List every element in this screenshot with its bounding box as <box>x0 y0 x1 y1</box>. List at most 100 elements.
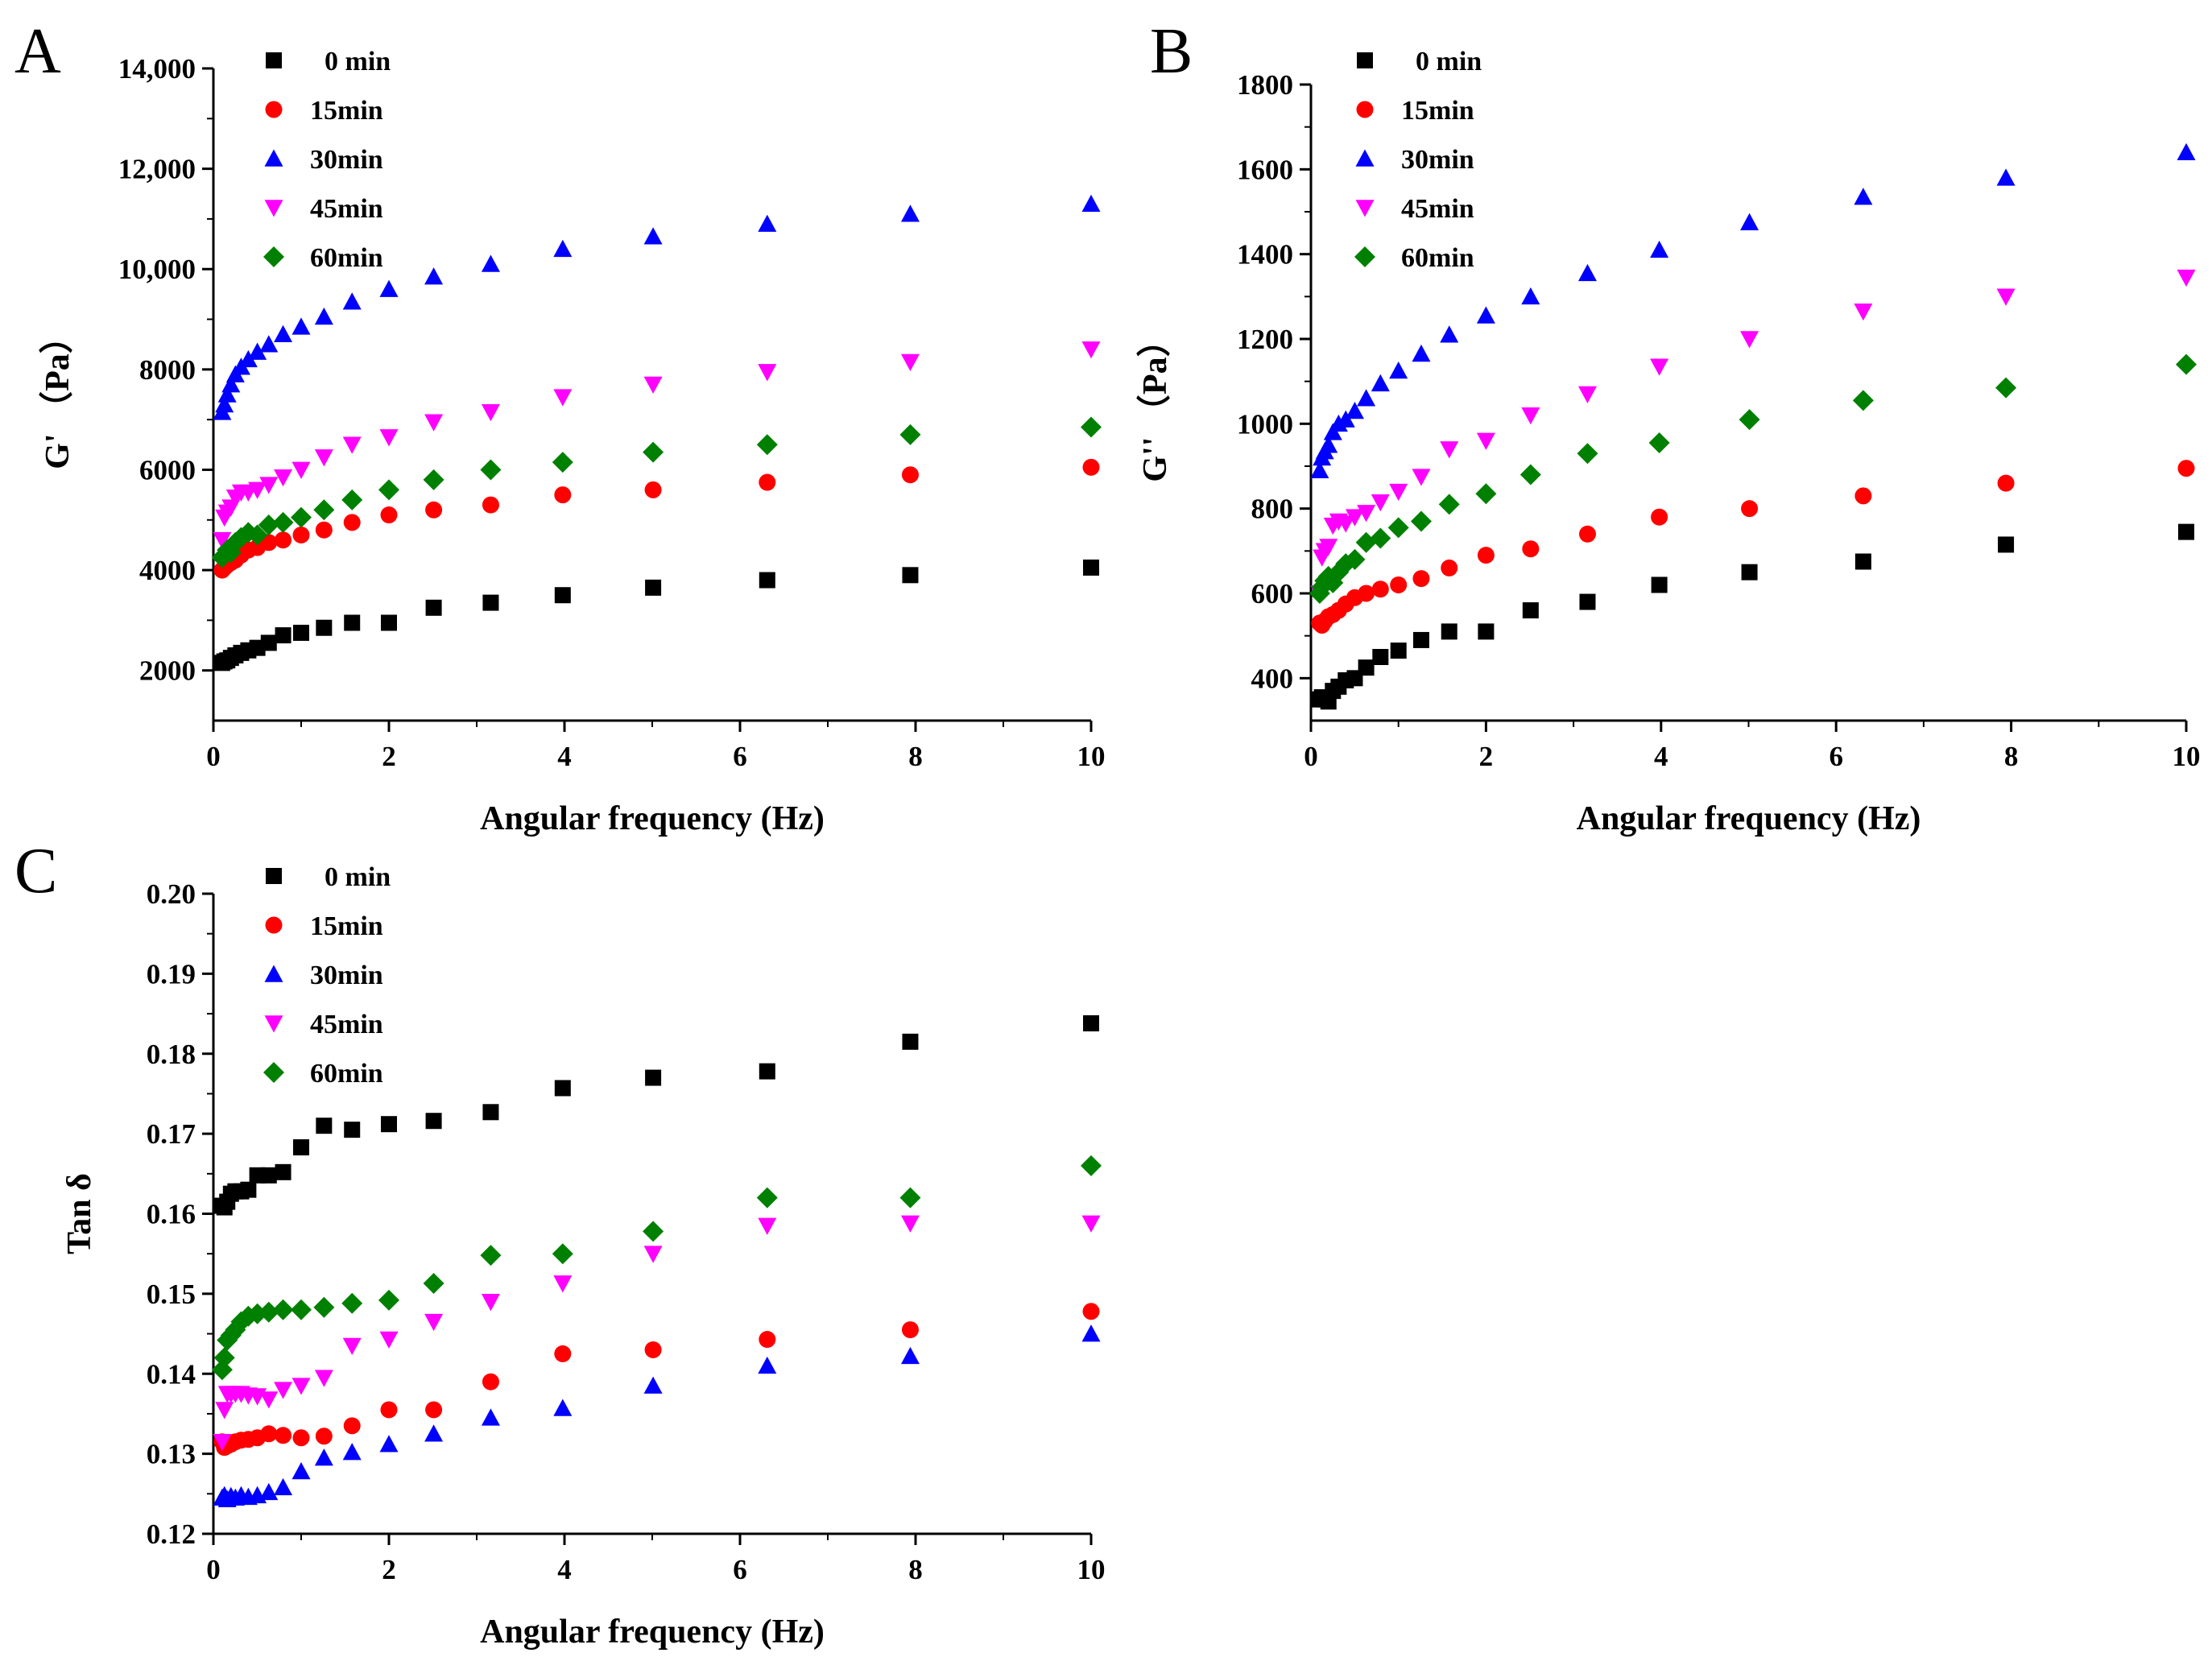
legend-label: 15min <box>1401 96 1474 126</box>
legend-marker <box>264 1015 283 1033</box>
data-point <box>1319 539 1338 556</box>
data-point <box>260 1167 277 1184</box>
data-point <box>645 579 662 596</box>
legend-marker <box>1357 52 1373 68</box>
y-tick-label: 1800 <box>1237 69 1293 101</box>
data-point <box>1389 483 1408 502</box>
y-tick-label: 2000 <box>139 655 196 687</box>
y-axis-title: G' （Pa） <box>39 320 76 469</box>
data-point <box>1650 240 1669 258</box>
legend-marker <box>1355 200 1375 217</box>
legend-label: 0 min <box>325 47 391 76</box>
data-point <box>344 1122 361 1138</box>
legend-marker <box>264 149 283 167</box>
data-point <box>1577 263 1597 282</box>
x-tick-label: 6 <box>733 741 747 772</box>
data-point <box>424 414 444 432</box>
data-point <box>758 1356 777 1374</box>
data-point <box>1522 540 1540 558</box>
data-point <box>259 477 279 494</box>
legend-label: 30min <box>310 145 383 175</box>
data-point <box>758 1217 777 1235</box>
data-point <box>1854 487 1872 505</box>
data-point <box>1081 341 1101 359</box>
data-point <box>1441 559 1458 576</box>
data-point <box>1081 416 1102 438</box>
data-point <box>552 452 573 473</box>
data-point <box>1370 527 1391 549</box>
y-tick-label: 0.18 <box>147 1039 196 1070</box>
data-point <box>1390 643 1407 659</box>
y-tick-label: 4000 <box>139 555 196 586</box>
data-point <box>1412 469 1431 486</box>
series-45min <box>1310 269 2196 603</box>
data-point <box>217 385 237 403</box>
data-point <box>1310 461 1329 479</box>
y-tick-label: 14,000 <box>118 53 196 85</box>
data-point <box>643 1221 664 1242</box>
data-point <box>554 486 572 504</box>
data-point <box>1477 547 1495 564</box>
legend-label: 60min <box>310 243 383 273</box>
x-tick-label: 8 <box>2004 741 2019 772</box>
x-tick-label: 6 <box>1829 741 1843 772</box>
data-point <box>291 461 311 479</box>
x-tick-label: 4 <box>557 1554 572 1585</box>
data-point <box>900 1215 920 1233</box>
data-point <box>902 1033 919 1050</box>
data-point <box>1740 331 1759 349</box>
data-point <box>425 1401 443 1419</box>
y-tick-label: 0.14 <box>147 1358 196 1390</box>
data-point <box>291 1461 311 1480</box>
data-point <box>900 1346 920 1365</box>
data-point <box>482 1373 499 1390</box>
data-point <box>643 1376 663 1394</box>
legend: 0 min 15min 30min 45min 60min <box>263 862 391 1089</box>
legend-label: 45min <box>1401 194 1474 224</box>
data-point <box>316 1118 333 1134</box>
y-tick-label: 0.19 <box>147 958 196 990</box>
data-point <box>644 481 662 498</box>
data-point <box>1651 576 1668 593</box>
data-point <box>315 521 333 539</box>
legend-marker <box>264 200 283 217</box>
data-point <box>1998 536 2015 553</box>
y-tick-label: 0.13 <box>147 1439 196 1470</box>
data-point <box>1476 432 1495 450</box>
legend-label: 15min <box>310 96 383 126</box>
data-point <box>258 514 279 535</box>
data-point <box>2177 269 2196 287</box>
chart-panel-c: C 0.12 0.13 0.14 0.15 0.16 0.17 0.18 0.19 0.20 0 2 4… <box>14 836 1106 1651</box>
data-point <box>291 1299 312 1320</box>
data-point <box>314 1448 333 1466</box>
data-point <box>1478 623 1495 640</box>
data-point <box>260 634 277 651</box>
data-point <box>1995 377 2017 399</box>
data-point <box>291 506 312 528</box>
data-point <box>1996 168 2016 186</box>
data-point <box>424 267 444 285</box>
data-point <box>424 1313 444 1332</box>
data-point <box>553 239 573 258</box>
data-point <box>1083 559 1099 576</box>
data-point <box>1371 494 1390 512</box>
data-point <box>1741 500 1759 518</box>
x-tick-label: 2 <box>382 1554 396 1585</box>
data-point <box>260 1425 278 1443</box>
x-tick-label: 10 <box>2173 741 2201 772</box>
data-point <box>248 342 267 360</box>
y-tick-label: 0.16 <box>147 1199 196 1230</box>
data-point <box>293 1139 309 1156</box>
data-point <box>2177 460 2195 477</box>
legend-marker <box>266 52 282 68</box>
data-point <box>1081 194 1101 213</box>
data-point <box>1336 515 1355 533</box>
data-point <box>643 1246 663 1263</box>
data-point <box>425 599 442 616</box>
chart-panel-b: B 400 600 800 1000 1200 1400 1600 1800 0 2 4 6 8 10 Ang… <box>1136 16 2201 837</box>
data-point <box>1577 443 1598 465</box>
data-point <box>1476 306 1495 324</box>
data-point <box>1519 464 1541 485</box>
data-point <box>554 1080 571 1097</box>
data-point <box>901 466 919 484</box>
